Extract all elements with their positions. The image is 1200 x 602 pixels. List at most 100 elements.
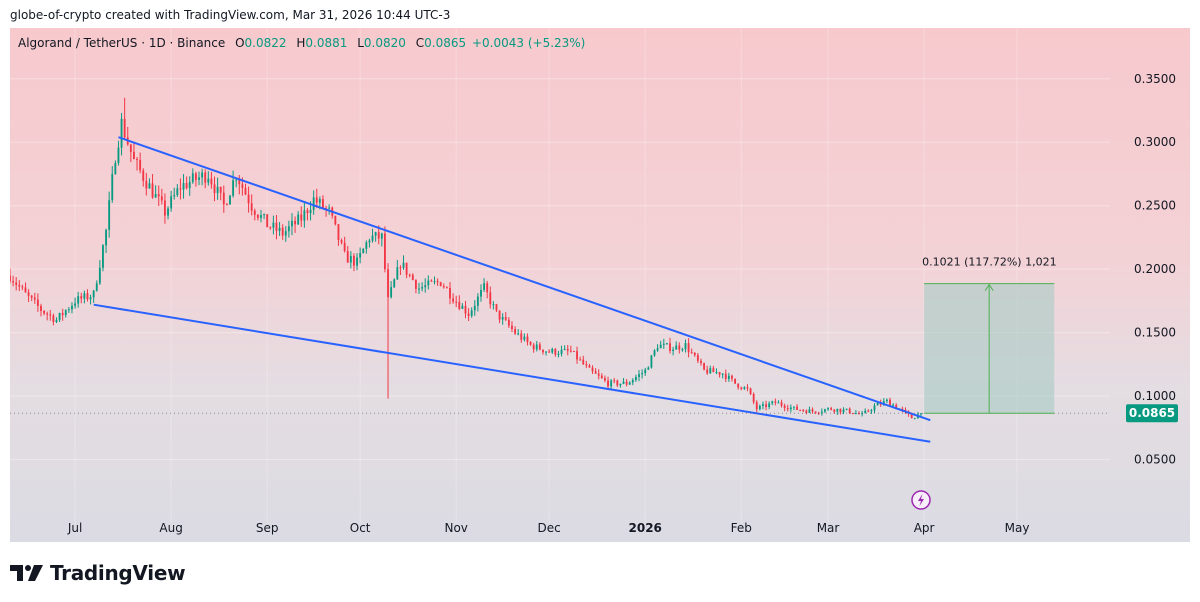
candle-body: [594, 371, 597, 374]
candle-body: [591, 367, 594, 372]
change-value: +0.0043 (+5.23%): [471, 36, 586, 50]
time-tick-label: May: [1005, 521, 1030, 535]
candle-body: [414, 279, 417, 289]
candle-body: [263, 214, 266, 216]
candle-body: [582, 359, 585, 365]
candle-body: [554, 349, 557, 355]
candle-body: [913, 418, 916, 420]
candle-body: [229, 195, 231, 205]
candle-body: [164, 200, 166, 216]
candle-body: [36, 299, 39, 306]
candle-body: [796, 406, 798, 410]
candle-body: [749, 388, 752, 395]
candle-body: [21, 286, 24, 288]
candle-body: [634, 377, 637, 380]
candle-body: [473, 305, 476, 311]
candle-body: [58, 312, 61, 320]
candle-body: [836, 408, 839, 412]
candle-body: [610, 380, 613, 387]
candle-body: [170, 196, 173, 209]
high-value: 0.0881: [305, 36, 348, 50]
candle-body: [848, 408, 851, 413]
candle-body: [783, 405, 786, 409]
candle-body: [284, 231, 287, 236]
candle-body: [424, 285, 427, 288]
candle-body: [225, 204, 228, 206]
candle-body: [560, 349, 563, 354]
candle-body: [774, 401, 777, 403]
candle-body: [219, 186, 222, 193]
candle-body: [520, 333, 523, 340]
candle-body: [356, 257, 358, 266]
tradingview-brand[interactable]: TradingView: [10, 560, 186, 586]
candle-body: [399, 267, 402, 269]
candle-body: [12, 281, 15, 283]
candle-body: [892, 404, 895, 406]
candle-body: [734, 378, 736, 384]
candle-body: [452, 298, 455, 302]
candle-body: [669, 343, 671, 351]
candle-body: [430, 280, 433, 282]
target-arrow-head: [984, 283, 994, 291]
lightning-events-icon[interactable]: [911, 490, 931, 510]
candle-body: [49, 314, 52, 316]
candle-body: [597, 373, 600, 376]
candle-body: [74, 303, 76, 306]
candle-body: [885, 399, 888, 402]
candle-body: [322, 199, 324, 208]
candle-body: [185, 183, 188, 189]
candle-body: [910, 413, 913, 419]
candle-body: [458, 301, 461, 309]
candle-body: [306, 210, 309, 214]
candle-body: [427, 280, 430, 286]
candle-body: [684, 343, 687, 350]
candle-body: [538, 344, 541, 350]
candle-body: [619, 383, 622, 386]
candle-body: [222, 192, 225, 205]
candle-body: [876, 403, 879, 406]
candle-body: [824, 409, 826, 412]
candle-body: [408, 274, 411, 276]
candle-body: [793, 406, 795, 408]
candle-body: [576, 351, 578, 360]
candle-body: [579, 359, 582, 361]
candle-body: [721, 373, 724, 375]
time-tick-label: Apr: [914, 521, 935, 535]
candle-body: [294, 220, 296, 225]
candle-body: [362, 248, 365, 254]
candle-body: [607, 380, 609, 387]
candle-body: [260, 215, 262, 218]
candle-body: [201, 172, 204, 178]
candle-body: [641, 373, 644, 375]
time-tick-label: Sep: [256, 521, 279, 535]
tradingview-logo-icon: [10, 565, 43, 581]
candle-body: [396, 267, 399, 280]
candle-body: [117, 147, 120, 164]
candle-body: [349, 255, 352, 263]
candle-body: [709, 368, 712, 374]
candle-body: [755, 402, 758, 410]
candle-body: [762, 404, 764, 406]
candle-body: [337, 224, 340, 241]
candle-body: [882, 401, 885, 405]
candle-body: [449, 287, 451, 299]
candle-body: [604, 377, 606, 381]
candle-body: [811, 409, 814, 412]
candle-body: [551, 349, 554, 353]
candle-body: [142, 170, 145, 181]
candle-body: [675, 345, 678, 350]
candle-body: [839, 408, 842, 413]
candle-body: [498, 310, 501, 320]
candle-body: [52, 315, 55, 322]
candle-body: [854, 413, 857, 415]
symbol-name[interactable]: Algorand / TetherUS · 1D · Binance: [18, 36, 226, 50]
price-chart[interactable]: 0.1021 (117.72%) 1,021 0.3500 0.3000 0.250…: [10, 28, 1190, 542]
candle-body: [148, 183, 151, 189]
candle-body: [563, 348, 566, 350]
candle-body: [851, 412, 854, 414]
candle-body: [33, 297, 36, 300]
time-tick-label: Mar: [817, 521, 840, 535]
chart-panel[interactable]: 0.1021 (117.72%) 1,021 0.3500 0.3000 0.250…: [10, 28, 1190, 542]
candle-body: [529, 341, 532, 345]
candle-body: [334, 215, 337, 225]
